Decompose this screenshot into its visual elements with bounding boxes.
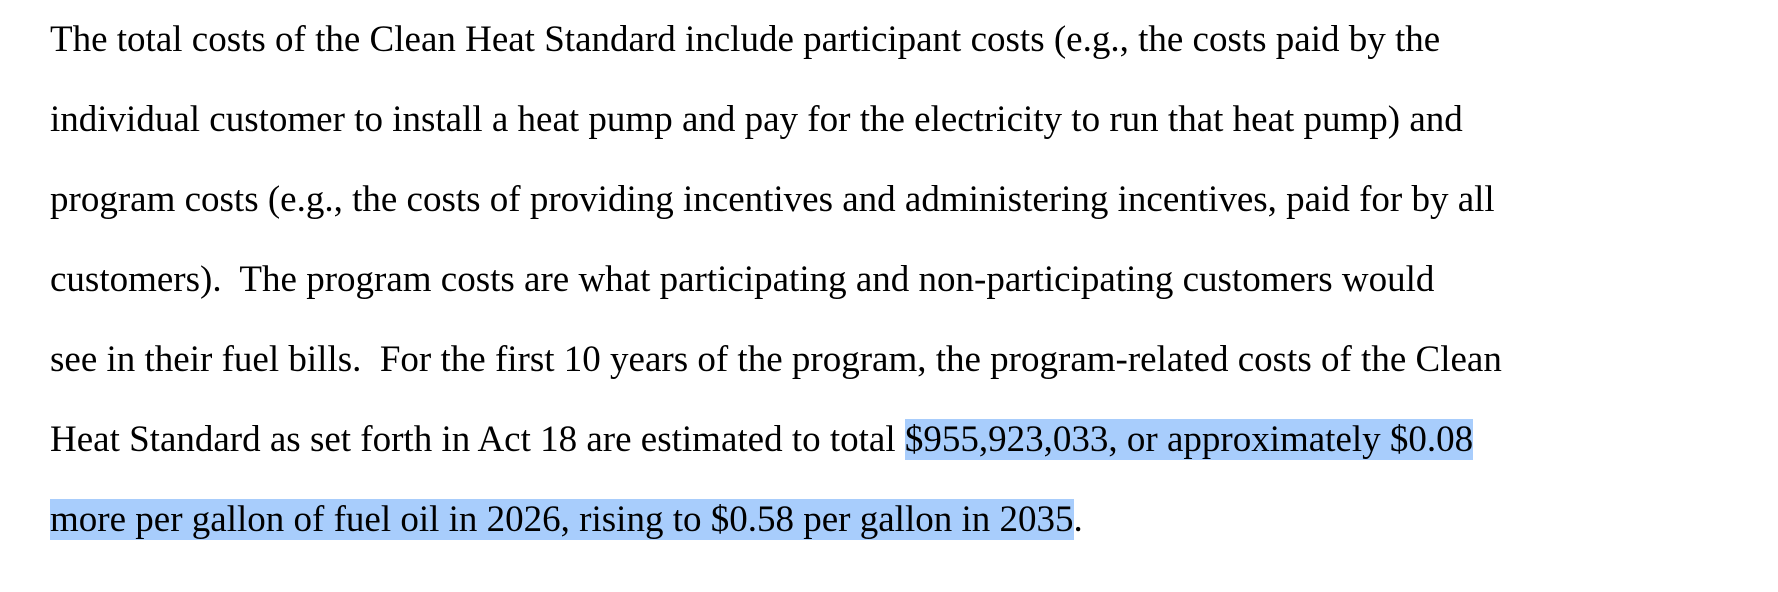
text-line: Heat Standard as set forth in Act 18 are… [50, 414, 1474, 466]
text-line: customers). The program costs are what p… [50, 254, 1434, 306]
text-line: The total costs of the Clean Heat Standa… [50, 14, 1440, 66]
text[interactable]: Heat Standard as set forth in Act 18 are… [50, 419, 905, 460]
text-line: individual customer to install a heat pu… [50, 94, 1463, 146]
selected-text[interactable]: $955,923,033, or approximately $0.08 [904, 419, 1474, 460]
text[interactable]: program costs (e.g., the costs of provid… [50, 179, 1495, 220]
text-line: more per gallon of fuel oil in 2026, ris… [50, 494, 1083, 546]
text-line: program costs (e.g., the costs of provid… [50, 174, 1495, 226]
text[interactable]: . [1073, 499, 1083, 540]
text-line: see in their fuel bills. For the first 1… [50, 334, 1502, 386]
selected-text[interactable]: more per gallon of fuel oil in 2026, ris… [50, 499, 1074, 540]
text[interactable]: The total costs of the Clean Heat Standa… [50, 19, 1441, 60]
text[interactable]: customers). The program costs are what p… [50, 259, 1435, 300]
text[interactable]: individual customer to install a heat pu… [50, 99, 1463, 140]
text[interactable]: see in their fuel bills. For the first 1… [50, 339, 1502, 380]
